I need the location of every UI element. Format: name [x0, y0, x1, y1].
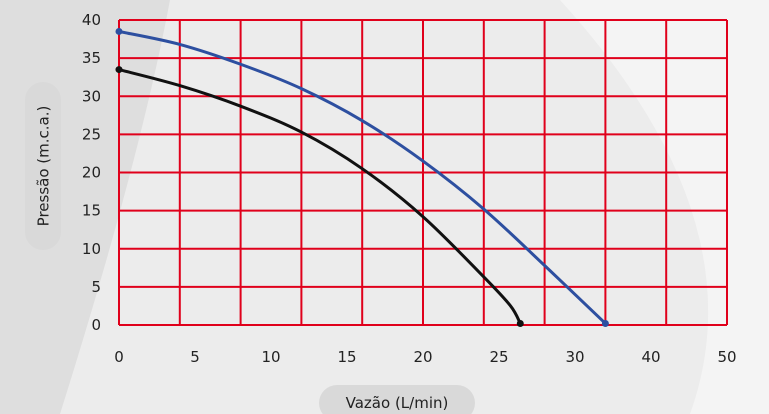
y-axis-title-text: Pressão (m.c.a.)	[34, 105, 52, 227]
y-tick-label: 5	[91, 278, 101, 296]
x-tick-label: 30	[565, 348, 584, 366]
x-tick-label: 20	[413, 348, 432, 366]
y-tick-label: 0	[91, 316, 101, 334]
series-line	[117, 29, 607, 325]
series-start-marker	[115, 27, 123, 35]
x-tick-label: 40	[641, 348, 660, 366]
x-tick-label: 5	[190, 348, 200, 366]
x-tick-label: 25	[489, 348, 508, 366]
series-end-marker	[516, 319, 524, 327]
y-tick-label: 25	[82, 125, 101, 143]
y-tick-label: 15	[82, 202, 101, 220]
x-axis-title-text: Vazão (L/min)	[345, 394, 449, 412]
y-axis-title: Pressão (m.c.a.)	[25, 82, 61, 250]
x-axis-title: Vazão (L/min)	[319, 385, 475, 414]
y-tick-label: 40	[82, 11, 101, 29]
x-tick-label: 10	[261, 348, 280, 366]
y-tick-label: 20	[82, 164, 101, 182]
y-tick-label: 30	[82, 87, 101, 105]
series-start-marker	[115, 66, 123, 74]
x-tick-label: 50	[717, 348, 736, 366]
y-tick-label: 35	[82, 49, 101, 67]
x-tick-label: 15	[337, 348, 356, 366]
series-line	[117, 68, 522, 325]
x-tick-label: 0	[114, 348, 124, 366]
series-end-marker	[601, 319, 609, 327]
y-tick-label: 10	[82, 240, 101, 258]
